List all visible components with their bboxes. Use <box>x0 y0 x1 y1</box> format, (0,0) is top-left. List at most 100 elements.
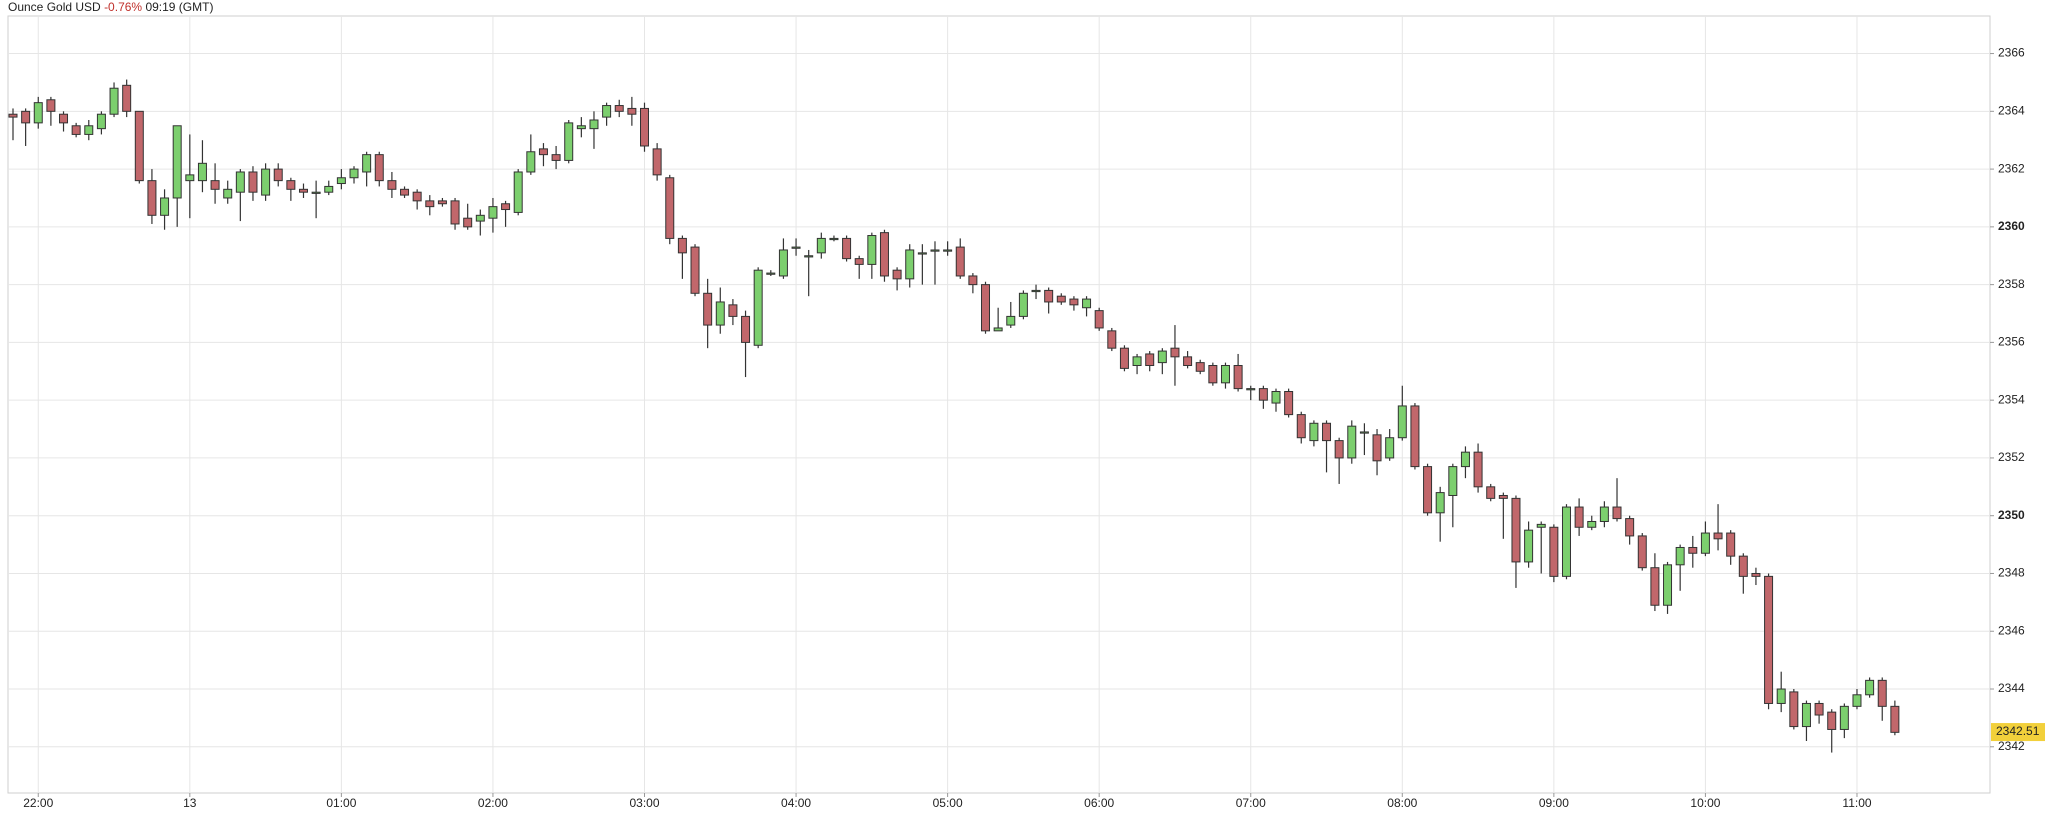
y-tick-label: 2360 <box>1998 219 2025 233</box>
candle-body <box>905 249 915 280</box>
candle-body <box>766 272 776 275</box>
candle-body <box>1688 546 1698 554</box>
candle-body <box>1561 506 1571 577</box>
candle-body <box>955 246 965 277</box>
candle-body <box>1372 434 1382 462</box>
candle-body <box>842 237 852 260</box>
candle-body <box>1044 289 1054 303</box>
candle-body <box>1334 440 1344 459</box>
candle-body <box>1397 405 1407 439</box>
candle-body <box>1814 702 1824 716</box>
candle-body <box>1751 572 1761 577</box>
y-tick-label: 2366 <box>1998 46 2025 60</box>
candle-body <box>854 258 864 265</box>
candle-body <box>33 102 43 124</box>
candle-body <box>677 237 687 254</box>
candle-body <box>1423 466 1433 514</box>
change: -0.76% <box>104 0 142 14</box>
y-tick-label: 2364 <box>1998 103 2025 117</box>
candle-body <box>109 87 119 115</box>
candle-body <box>336 177 346 185</box>
candle-body <box>715 301 725 326</box>
candle-body <box>1132 356 1142 367</box>
candle-body <box>1069 298 1079 306</box>
candle-body <box>223 188 233 199</box>
candle-body <box>59 113 69 124</box>
candle-body <box>1208 365 1218 384</box>
candle-body <box>703 292 713 326</box>
candle-body <box>1738 555 1748 577</box>
candle-body <box>324 185 334 193</box>
candle-body <box>1612 506 1622 520</box>
x-tick-label: 06:00 <box>1084 796 1114 810</box>
candle-body <box>1625 518 1635 537</box>
candle-body <box>1385 437 1395 459</box>
candle-body <box>690 246 700 294</box>
candle-body <box>1056 295 1066 303</box>
candle-body <box>627 107 637 115</box>
candle-body <box>538 148 548 156</box>
y-tick-label: 2358 <box>1998 277 2025 291</box>
candle-body <box>589 119 599 130</box>
candle-body <box>1460 451 1470 468</box>
candle-body <box>134 110 144 182</box>
candle-body <box>892 269 902 280</box>
candle-body <box>564 122 574 161</box>
y-tick-label: 2350 <box>1998 508 2025 522</box>
x-tick-label: 09:00 <box>1539 796 1569 810</box>
candle-body <box>286 180 296 190</box>
last-price-box <box>1991 723 2045 742</box>
candle-body <box>1486 486 1496 499</box>
candle-body <box>400 188 410 196</box>
candle-body <box>1574 506 1584 528</box>
candle-body <box>412 191 422 202</box>
candle-body <box>1435 492 1445 514</box>
candle-body <box>879 232 889 277</box>
candle-body <box>602 105 612 118</box>
candle-body <box>261 168 271 196</box>
x-tick-label: 22:00 <box>23 796 53 810</box>
candle-body <box>1587 520 1597 528</box>
candle-body <box>1511 497 1521 563</box>
candle-body <box>1827 711 1837 730</box>
x-tick-label: 03:00 <box>629 796 659 810</box>
y-tick-label: 2352 <box>1998 450 2025 464</box>
candle-body <box>778 249 788 277</box>
chart-title: Ounce Gold USD <box>8 0 101 14</box>
candle-body <box>273 168 283 182</box>
candle-body <box>1195 362 1205 372</box>
candle-body <box>84 125 94 135</box>
candle-body <box>1359 431 1369 434</box>
x-tick-label: 04:00 <box>781 796 811 810</box>
y-tick-label: 2348 <box>1998 566 2025 580</box>
candle-body <box>1347 425 1357 459</box>
candle-body <box>160 197 170 216</box>
x-tick-label: 07:00 <box>1236 796 1266 810</box>
candle-body <box>1700 532 1710 554</box>
candle-body <box>614 105 624 112</box>
candle-body <box>1309 422 1319 442</box>
y-tick-label: 2346 <box>1998 623 2025 637</box>
candle-body <box>968 275 978 286</box>
candle-body <box>172 125 182 199</box>
time: 09:19 (GMT) <box>145 0 213 14</box>
x-tick-label: 08:00 <box>1387 796 1417 810</box>
candle-body <box>1473 451 1483 488</box>
candle-body <box>513 171 523 213</box>
candle-body <box>437 200 447 205</box>
candle-body <box>1183 356 1193 367</box>
x-tick-label: 10:00 <box>1690 796 1720 810</box>
candle-body <box>1801 702 1811 728</box>
candle-body <box>8 113 18 118</box>
candle-body <box>728 304 738 317</box>
candle-body <box>210 180 220 190</box>
candle-body <box>804 255 814 258</box>
candle-body <box>1536 523 1546 528</box>
x-tick-label: 01:00 <box>326 796 356 810</box>
candle-body <box>450 200 460 225</box>
candle-body <box>475 214 485 222</box>
candle-body <box>185 174 195 182</box>
candle-body <box>1776 688 1786 704</box>
candle-body <box>1271 391 1281 404</box>
candle-body <box>1220 365 1230 384</box>
